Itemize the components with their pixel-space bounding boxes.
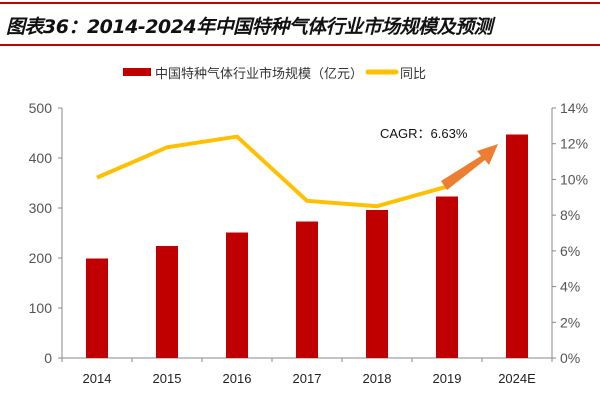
x-tick-label: 2017 — [293, 371, 322, 386]
legend-label-bar: 中国特种气体行业市场规模（亿元） — [155, 66, 363, 82]
cagr-label: CAGR：6.63% — [380, 126, 468, 141]
right-tick-label: 0% — [560, 350, 580, 366]
cagr-arrow — [441, 144, 498, 190]
chart-title: 图表36：2014-2024年中国特种气体行业市场规模及预测 — [6, 16, 493, 38]
x-tick-label: 2014 — [83, 371, 112, 386]
x-tick-label: 2016 — [223, 371, 252, 386]
left-tick-label: 400 — [29, 150, 53, 166]
right-tick-label: 14% — [560, 100, 588, 116]
x-tick-label: 2015 — [153, 371, 182, 386]
right-tick-label: 4% — [560, 279, 580, 295]
x-tick-label: 2019 — [433, 371, 462, 386]
right-tick-label: 2% — [560, 314, 580, 330]
bar-2018 — [366, 210, 388, 358]
bar-2016 — [226, 232, 248, 358]
left-tick-label: 0 — [44, 350, 52, 366]
left-tick-label: 200 — [29, 250, 53, 266]
legend-swatch-bar — [123, 68, 151, 76]
right-tick-label: 10% — [560, 171, 588, 187]
x-tick-label: 2018 — [363, 371, 392, 386]
right-tick-label: 12% — [560, 136, 588, 152]
left-tick-label: 500 — [29, 100, 53, 116]
right-tick-label: 6% — [560, 243, 580, 259]
right-tick-label: 8% — [560, 207, 580, 223]
left-tick-label: 300 — [29, 200, 53, 216]
legend-label-line: 同比 — [400, 67, 426, 82]
bar-2019 — [436, 196, 458, 358]
yoy-line — [96, 134, 448, 209]
left-tick-label: 100 — [29, 300, 53, 316]
bar-2017 — [296, 221, 318, 358]
bar-2024E — [506, 134, 528, 358]
arrow-shape — [441, 144, 498, 190]
bar-2015 — [156, 246, 178, 358]
bar-2014 — [86, 258, 108, 358]
x-tick-label: 2024E — [498, 371, 536, 386]
title-bar: 图表36：2014-2024年中国特种气体行业市场规模及预测 — [0, 2, 600, 46]
